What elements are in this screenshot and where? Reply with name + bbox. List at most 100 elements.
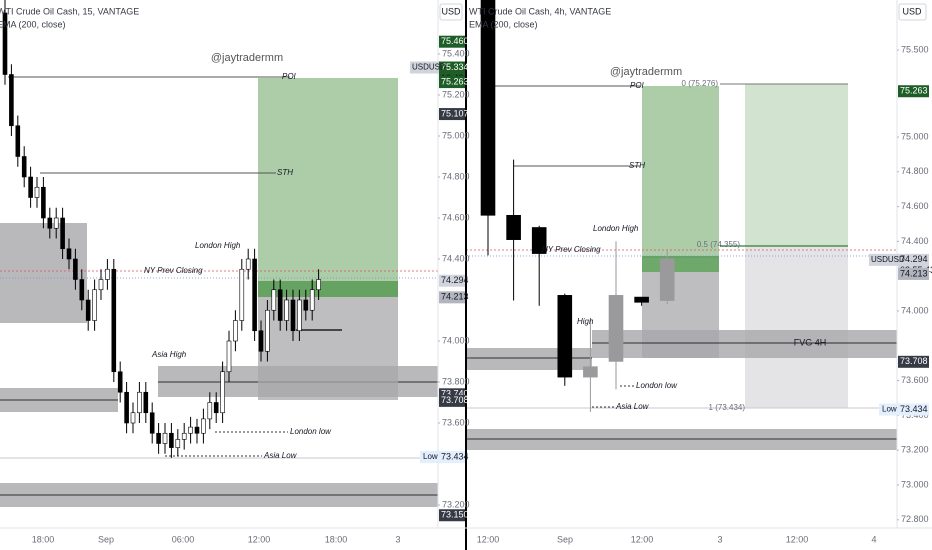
annotation: NY Prev Closing [542, 245, 601, 254]
price-tag-label: 75.334 [441, 62, 469, 72]
x-tick-label: 18:00 [325, 534, 348, 544]
candle-body [162, 432, 168, 444]
price-tag [898, 267, 929, 280]
candle-body [66, 248, 72, 260]
price-tag [898, 355, 929, 368]
candle-body [156, 432, 161, 444]
candle-body [28, 176, 33, 198]
price-tag-label: 73.708 [900, 356, 928, 366]
candle-body [213, 402, 219, 414]
price-tag-label: 74.213 [900, 268, 928, 278]
price-tag [439, 394, 465, 407]
candle-body [169, 432, 174, 448]
candle-body [506, 215, 521, 240]
price-tag [439, 509, 465, 522]
x-tick-label: 4 [871, 534, 876, 544]
fib-label: 0.5 (74.355) [697, 240, 740, 249]
annotation: Asia Low [263, 451, 298, 460]
fib-label: 1 (73.434) [709, 403, 746, 412]
candle-body [634, 296, 649, 303]
y-tick-label: 74.600 [901, 201, 929, 211]
candle-body [137, 391, 142, 414]
candle-body [2, 12, 8, 75]
annotation: Asia Low [615, 402, 650, 411]
indicator: EMA (200, close) [0, 19, 66, 29]
candle-body [79, 279, 85, 301]
candle-body [98, 279, 104, 291]
price-tag-label: 74.294 [900, 254, 928, 264]
x-tick-label: 12:00 [631, 534, 654, 544]
candle-body [531, 227, 547, 254]
price-tag-label: 74.213 [441, 292, 469, 302]
candle-body [85, 299, 91, 321]
candle-body [21, 156, 27, 178]
y-tick-label: 73.600 [901, 375, 929, 385]
candle-body [143, 391, 149, 414]
x-tick-label: 3 [395, 534, 400, 544]
candle-body [181, 432, 187, 440]
annotation: London High [593, 224, 639, 233]
currency[interactable]: USD [902, 6, 922, 16]
price-tag [439, 451, 465, 464]
candle-body [226, 340, 232, 373]
candle-body [233, 320, 238, 342]
annotation: POI [630, 81, 645, 90]
y-tick-label: 74.800 [901, 166, 929, 176]
price-tag-label: 73.708 [441, 395, 469, 405]
symbol-tag [410, 61, 439, 74]
low-label: Low [882, 405, 897, 414]
candle-body [252, 258, 257, 332]
candle-body [290, 299, 296, 332]
candle-body [73, 258, 78, 280]
indicator: EMA (200, close) [469, 19, 538, 29]
annotation: STH [629, 161, 645, 170]
price-tag-label: 75.107 [441, 108, 469, 118]
currency-button[interactable] [439, 3, 463, 21]
symbol-tag [869, 253, 898, 266]
y-tick-label: 73.200 [901, 445, 929, 455]
candle-body [60, 217, 65, 250]
y-tick-label: 74.800 [442, 171, 470, 181]
currency-button[interactable] [898, 3, 927, 21]
price-tag-label: 73.434 [441, 451, 469, 461]
right-candles [480, 0, 675, 412]
price-tag-label: 75.263 [441, 76, 469, 86]
candle-body [117, 371, 123, 393]
price-tag [439, 274, 465, 287]
price-tag [898, 85, 929, 98]
y-tick-label: 75.200 [442, 89, 470, 99]
candle-body [480, 0, 496, 216]
annotation: POI [282, 72, 297, 81]
y-tick-label: 74.600 [442, 212, 470, 222]
symbol-label: USDUSD [412, 63, 446, 72]
candle-body [303, 299, 309, 311]
currency[interactable]: USD [441, 6, 461, 16]
y-tick-label: 75.500 [901, 44, 929, 54]
x-tick-label: 06:00 [172, 534, 195, 544]
x-tick-label: Sep [557, 534, 573, 544]
price-tag [898, 403, 929, 416]
annotation: London low [290, 427, 332, 436]
y-tick-label: 74.000 [901, 305, 929, 315]
annotation: London low [636, 381, 678, 390]
candle-body [239, 268, 245, 321]
candle-body [220, 371, 225, 414]
candle-body [188, 426, 193, 434]
candle-body [258, 330, 264, 352]
candle-body [309, 289, 315, 311]
watermark: @jaytradermm [211, 52, 283, 64]
candle-body [175, 439, 181, 448]
y-tick-label: 74.400 [442, 253, 470, 263]
candle-body [9, 74, 14, 127]
candle-body [149, 412, 155, 434]
candle-body [34, 186, 40, 198]
candle-body [583, 366, 598, 378]
candle-body [297, 299, 302, 332]
pane-title: WTI Crude Oil Cash, 15, VANTAGE [0, 6, 139, 16]
candle-body [53, 217, 59, 229]
y-tick-label: 75.400 [442, 48, 470, 58]
candle-body [41, 186, 46, 219]
annotation: NY Prev Closing [144, 266, 203, 275]
annotation: STH [277, 168, 293, 177]
candle-body [316, 279, 321, 291]
